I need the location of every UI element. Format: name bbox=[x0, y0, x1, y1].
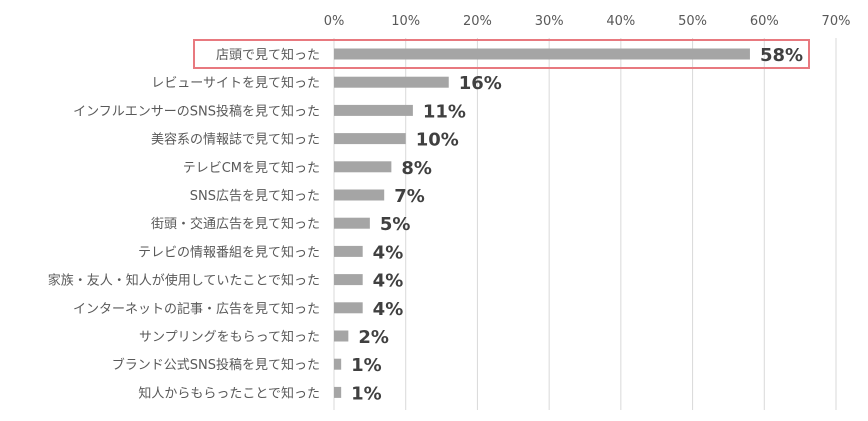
bar bbox=[334, 302, 363, 314]
category-labels: 店頭で見て知ったレビューサイトを見て知ったインフルエンサーのSNS投稿を見て知っ… bbox=[48, 47, 320, 401]
category-label: インターネットの記事・広告を見て知った bbox=[73, 301, 320, 317]
category-label: ブランド公式SNS投稿を見て知った bbox=[112, 357, 320, 373]
category-label: インフルエンサーのSNS投稿を見て知った bbox=[73, 103, 320, 119]
bar bbox=[334, 48, 750, 60]
gridlines bbox=[333, 38, 837, 410]
data-label: 16% bbox=[459, 73, 502, 94]
bar bbox=[334, 104, 413, 116]
x-tick-label: 30% bbox=[535, 14, 564, 29]
bars bbox=[334, 48, 750, 398]
x-axis-tick-labels: 0% 10% 20% 30% 40% 50% 60% 70% bbox=[324, 14, 851, 29]
data-label: 4% bbox=[373, 242, 404, 263]
bar bbox=[334, 189, 385, 201]
data-labels: 58% 16% 11% 10% 8% 7% 5% 4% 4% 4% 2% 1% 1% bbox=[351, 45, 803, 404]
category-label: SNS広告を見て知った bbox=[190, 188, 320, 204]
bar bbox=[334, 133, 406, 145]
bar bbox=[334, 274, 363, 286]
category-label: テレビの情報番組を見て知った bbox=[138, 244, 320, 260]
highlight-box bbox=[193, 39, 810, 69]
data-label: 8% bbox=[401, 158, 432, 179]
x-tick-label: 20% bbox=[463, 14, 492, 29]
data-label: 1% bbox=[351, 355, 382, 376]
x-tick-label: 0% bbox=[324, 14, 345, 29]
bar bbox=[334, 217, 370, 229]
category-label: テレビCMを見て知った bbox=[183, 160, 320, 176]
category-label: 家族・友人・知人が使用していたことで知った bbox=[48, 273, 320, 289]
data-label: 1% bbox=[351, 383, 382, 404]
data-label: 4% bbox=[373, 299, 404, 320]
category-label: 街頭・交通広告を見て知った bbox=[151, 216, 320, 232]
x-tick-label: 50% bbox=[678, 14, 707, 29]
bar bbox=[334, 358, 342, 370]
data-label: 11% bbox=[423, 101, 466, 122]
bar bbox=[334, 386, 342, 398]
category-label: 店頭で見て知った bbox=[216, 47, 320, 63]
x-tick-label: 60% bbox=[750, 14, 779, 29]
bar bbox=[334, 161, 392, 173]
data-label: 10% bbox=[416, 130, 459, 151]
category-label: 美容系の情報誌で見て知った bbox=[151, 132, 320, 148]
data-label: 5% bbox=[380, 214, 411, 235]
data-label: 7% bbox=[394, 186, 425, 207]
x-tick-label: 10% bbox=[391, 14, 420, 29]
bar bbox=[334, 330, 349, 342]
data-label: 2% bbox=[358, 327, 389, 348]
data-label: 58% bbox=[760, 45, 803, 66]
bar bbox=[334, 76, 449, 88]
data-label: 4% bbox=[373, 271, 404, 292]
x-tick-label: 40% bbox=[606, 14, 635, 29]
category-label: サンプリングをもらって知った bbox=[139, 329, 320, 345]
category-label: 知人からもらったことで知った bbox=[138, 385, 320, 401]
bar bbox=[334, 245, 363, 257]
x-tick-label: 70% bbox=[822, 14, 851, 29]
category-label: レビューサイトを見て知った bbox=[151, 75, 320, 91]
